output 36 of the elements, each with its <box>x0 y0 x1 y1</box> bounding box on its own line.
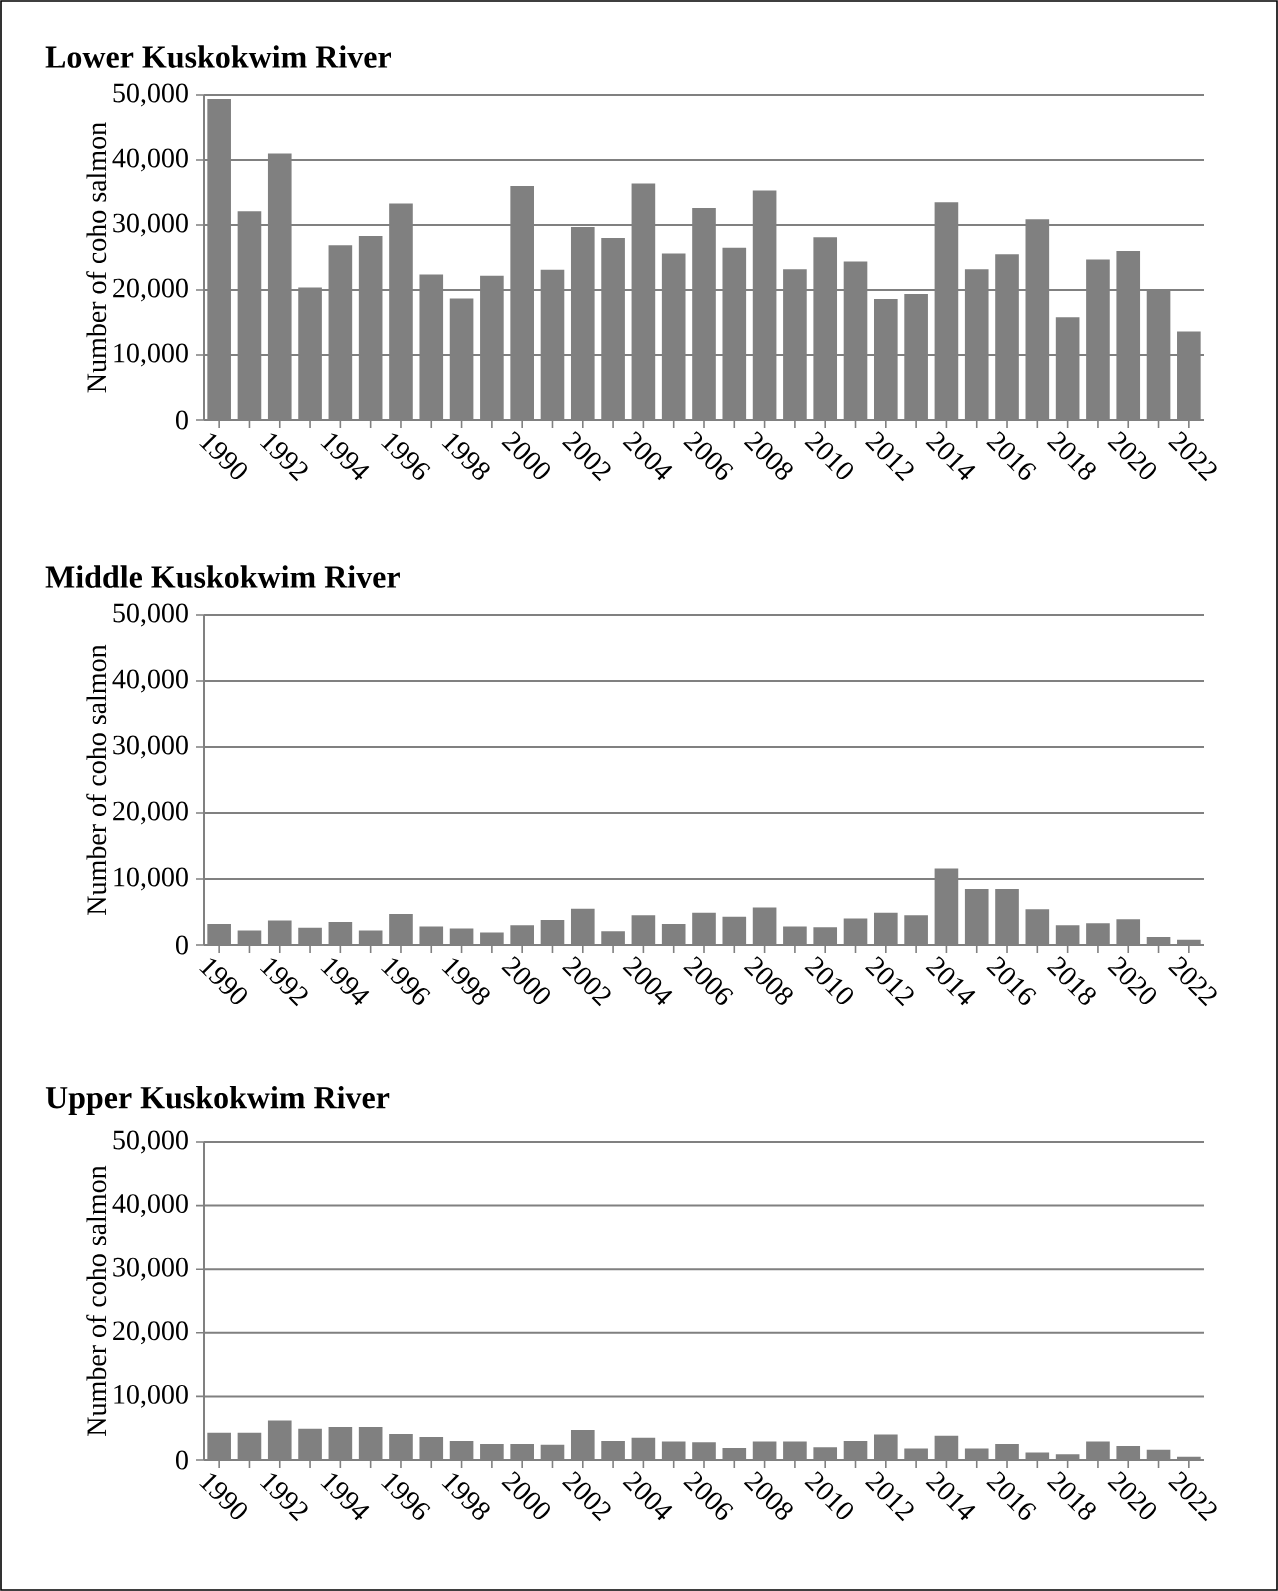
y-tick-label: 10,000 <box>114 1384 188 1408</box>
y-tick-label: 50,000 <box>113 1130 188 1154</box>
chart-title: Middle Kuskokwim River <box>45 565 400 588</box>
y-tick-label: 30,000 <box>113 213 188 237</box>
x-tick-label: 1990 <box>199 1473 247 1520</box>
y-tick-label: 50,000 <box>113 603 188 627</box>
y-tick-label: 0 <box>176 1450 188 1470</box>
y-tick-label: 40,000 <box>112 669 188 693</box>
y-tick-label: 0 <box>176 410 188 430</box>
x-tick-label: 1998 <box>441 433 490 480</box>
y-tick-label: 10,000 <box>114 343 188 367</box>
chart-title: Upper Kuskokwim River <box>45 1085 390 1115</box>
x-tick-label: 1990 <box>199 958 247 1005</box>
x-tick-label: 1994 <box>320 1473 370 1521</box>
chart-title: Lower Kuskokwim River <box>45 45 391 68</box>
y-tick-label: 20,000 <box>113 1321 188 1345</box>
x-tick-label: 1994 <box>320 958 370 1006</box>
x-tick-label: 1996 <box>381 958 431 1005</box>
x-tick-label: 1994 <box>320 433 370 481</box>
x-tick-label: 1998 <box>441 958 490 1005</box>
x-tick-label: 1996 <box>381 433 431 480</box>
y-tick-label: 40,000 <box>112 148 188 172</box>
y-axis-title: Number of coho salmon <box>86 1165 107 1436</box>
y-tick-label: 0 <box>176 935 188 955</box>
y-tick-label: 30,000 <box>113 1257 188 1281</box>
y-tick-label: 50,000 <box>113 83 188 107</box>
y-tick-label: 40,000 <box>112 1194 188 1218</box>
y-axis-title: Number of coho salmon <box>86 122 107 393</box>
x-tick-label: 1998 <box>441 1473 490 1520</box>
y-tick-label: 30,000 <box>113 735 188 759</box>
y-tick-label: 20,000 <box>113 801 188 825</box>
x-tick-label: 1996 <box>381 1473 431 1520</box>
x-tick-label: 1990 <box>199 433 247 480</box>
y-tick-label: 10,000 <box>114 867 188 891</box>
y-axis-title: Number of coho salmon <box>86 644 107 915</box>
y-tick-label: 20,000 <box>113 278 188 302</box>
